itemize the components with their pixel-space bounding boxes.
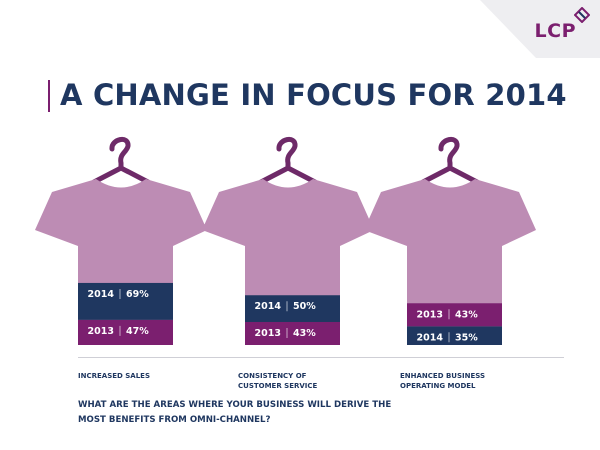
survey-question: WHAT ARE THE AREAS WHERE YOUR BUSINESS W…	[78, 400, 392, 425]
bar-value-label-2014-0: 69%	[126, 289, 149, 300]
bar-year-label-2013-1: 2013	[255, 328, 281, 339]
hanger-bar-icon	[91, 165, 151, 185]
bar-value-label-2013-0: 47%	[126, 326, 149, 337]
hanger-hook-icon	[276, 136, 298, 171]
title-accent-bar	[48, 80, 50, 112]
category-label-operating-model: ENHANCED BUSINESS OPERATING MODEL	[400, 372, 486, 390]
bar-year-label-2013-0: 2013	[88, 326, 114, 337]
category-label-increased-sales: INCREASED SALES	[78, 372, 151, 380]
bar-2013-2	[407, 303, 502, 327]
bar-2014-2	[407, 326, 502, 345]
hanger-hook-icon	[438, 136, 460, 171]
logo-corner	[480, 0, 600, 58]
bar-year-label-2014-1: 2014	[255, 301, 282, 312]
bar-year-label-2013-2: 2013	[417, 309, 443, 320]
bar-value-label-2014-1: 50%	[293, 301, 316, 312]
logo-corner-shape	[480, 0, 600, 58]
bar-value-label-2014-2: 35%	[455, 332, 478, 343]
bar-value-label-2013-1: 43%	[293, 328, 316, 339]
bar-2013-0	[78, 319, 173, 345]
logo-text: LCP	[534, 20, 576, 42]
page-title: A CHANGE IN FOCUS FOR 2014	[60, 78, 567, 112]
logo-diamond-icon	[574, 7, 590, 23]
bar-value-label-2013-2: 43%	[455, 309, 478, 320]
hanger-bar-icon	[258, 165, 318, 185]
hanger-bar-icon	[420, 165, 480, 185]
chart-baseline	[78, 357, 564, 358]
bar-year-label-2014-2: 2014	[417, 332, 444, 343]
bar-2014-1	[245, 295, 340, 322]
bar-2013-1	[245, 321, 340, 345]
bar-year-label-2014-0: 2014	[88, 289, 115, 300]
category-label-customer-service: CONSISTENCY OF CUSTOMER SERVICE	[238, 372, 318, 390]
hanger-hook-icon	[109, 136, 131, 171]
bar-2014-0	[78, 282, 173, 320]
shirt-chart: 2013 47% 2014 69% 2013 43% 2014 50% 2014 35% 2013 4…	[35, 136, 536, 345]
